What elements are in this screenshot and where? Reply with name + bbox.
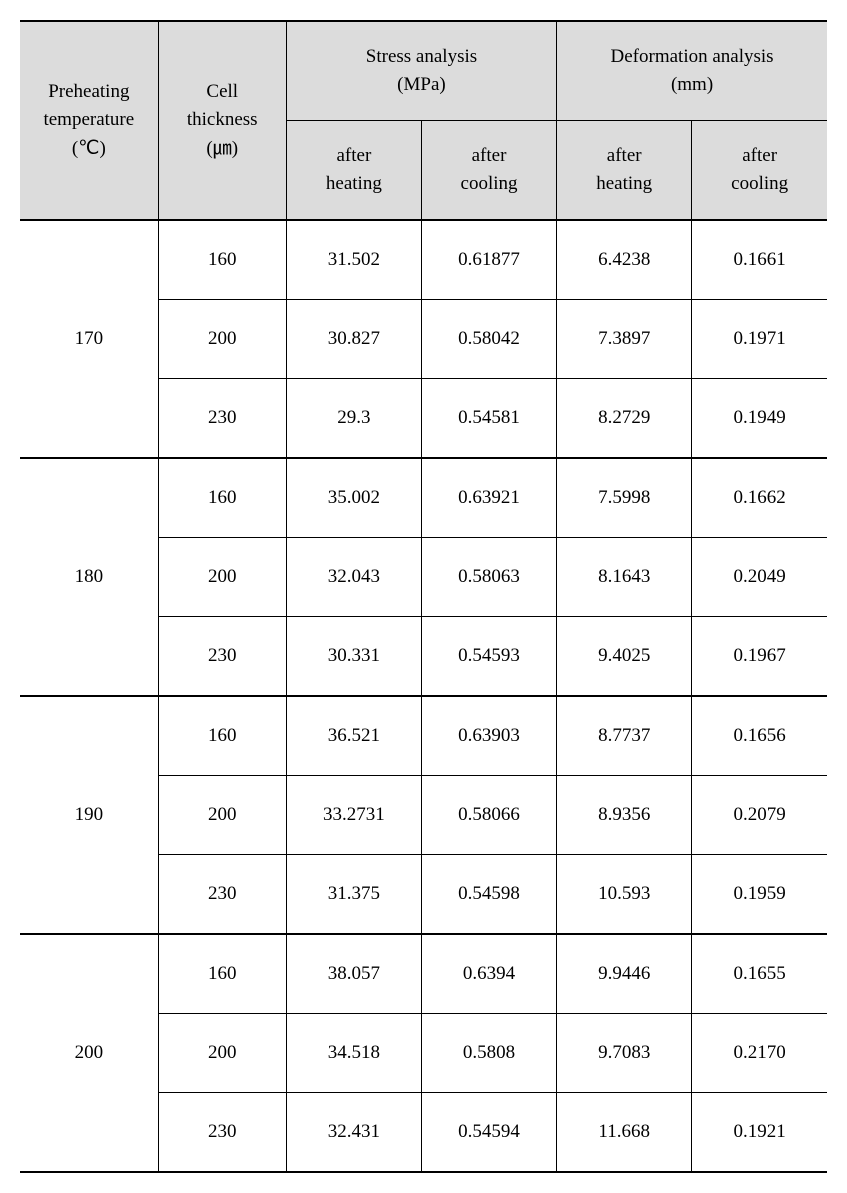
deformation-header: Deformation analysis (mm) [557, 21, 827, 121]
stress-unit: (MPa) [291, 71, 552, 100]
stress-cooling-cell: 0.63921 [421, 458, 556, 538]
deformation-cooling-cell: 0.1661 [692, 220, 827, 300]
stress-cooling-cell: 0.54593 [421, 617, 556, 697]
deformation-cooling-cell: 0.1655 [692, 934, 827, 1014]
stress-cooling-cell: 0.54598 [421, 855, 556, 935]
thickness-unit: (㎛) [163, 135, 282, 164]
stress-cooling-cell: 0.6394 [421, 934, 556, 1014]
deformation-heating-cell: 9.9446 [557, 934, 692, 1014]
stress-heating-cell: 38.057 [286, 934, 421, 1014]
deformation-heating-header: after heating [557, 121, 692, 221]
stress-heating-cell: 35.002 [286, 458, 421, 538]
thickness-cell: 160 [158, 458, 286, 538]
deformation-sub2: after [696, 142, 823, 171]
thickness-cell: 160 [158, 934, 286, 1014]
deformation-cooling-cell: 0.1967 [692, 617, 827, 697]
stress-heating-cell: 32.431 [286, 1093, 421, 1173]
deformation-title: Deformation analysis [561, 43, 823, 72]
stress-heating-cell: 30.331 [286, 617, 421, 697]
stress-sub2b: cooling [426, 170, 552, 199]
deformation-heating-cell: 7.3897 [557, 300, 692, 379]
stress-title: Stress analysis [291, 43, 552, 72]
table-row: 17016031.5020.618776.42380.1661 [20, 220, 827, 300]
stress-cooling-cell: 0.58042 [421, 300, 556, 379]
deformation-heating-cell: 9.7083 [557, 1014, 692, 1093]
deformation-heating-cell: 7.5998 [557, 458, 692, 538]
preheating-label1: Preheating [24, 78, 154, 107]
preheating-cell: 200 [20, 934, 158, 1172]
stress-heating-cell: 29.3 [286, 379, 421, 459]
stress-heating-cell: 36.521 [286, 696, 421, 776]
stress-cooling-cell: 0.58063 [421, 538, 556, 617]
table-body: 17016031.5020.618776.42380.166120030.827… [20, 220, 827, 1172]
thickness-cell: 200 [158, 538, 286, 617]
stress-cooling-cell: 0.54581 [421, 379, 556, 459]
stress-heating-cell: 32.043 [286, 538, 421, 617]
stress-cooling-cell: 0.54594 [421, 1093, 556, 1173]
deformation-cooling-cell: 0.1949 [692, 379, 827, 459]
stress-header: Stress analysis (MPa) [286, 21, 556, 121]
table-row: 19016036.5210.639038.77370.1656 [20, 696, 827, 776]
stress-heating-cell: 31.375 [286, 855, 421, 935]
thickness-label1: Cell [163, 78, 282, 107]
stress-cooling-cell: 0.58066 [421, 776, 556, 855]
deformation-cooling-cell: 0.1921 [692, 1093, 827, 1173]
analysis-table: Preheating temperature (℃) Cell thicknes… [20, 20, 827, 1173]
stress-heating-cell: 30.827 [286, 300, 421, 379]
table-row: 20016038.0570.63949.94460.1655 [20, 934, 827, 1014]
deformation-cooling-cell: 0.1656 [692, 696, 827, 776]
thickness-cell: 230 [158, 617, 286, 697]
deformation-heating-cell: 10.593 [557, 855, 692, 935]
deformation-cooling-cell: 0.1959 [692, 855, 827, 935]
thickness-header: Cell thickness (㎛) [158, 21, 286, 220]
table-row: 18016035.0020.639217.59980.1662 [20, 458, 827, 538]
preheating-header: Preheating temperature (℃) [20, 21, 158, 220]
deformation-heating-cell: 8.1643 [557, 538, 692, 617]
deformation-heating-cell: 8.9356 [557, 776, 692, 855]
deformation-sub1: after [561, 142, 687, 171]
stress-heating-header: after heating [286, 121, 421, 221]
preheating-unit: (℃) [24, 135, 154, 164]
deformation-heating-cell: 8.2729 [557, 379, 692, 459]
deformation-heating-cell: 11.668 [557, 1093, 692, 1173]
deformation-heating-cell: 8.7737 [557, 696, 692, 776]
stress-cooling-header: after cooling [421, 121, 556, 221]
deformation-cooling-cell: 0.2079 [692, 776, 827, 855]
thickness-cell: 200 [158, 776, 286, 855]
thickness-cell: 200 [158, 1014, 286, 1093]
thickness-cell: 230 [158, 379, 286, 459]
deformation-heating-cell: 9.4025 [557, 617, 692, 697]
stress-sub1b: heating [291, 170, 417, 199]
table-header: Preheating temperature (℃) Cell thicknes… [20, 21, 827, 220]
deformation-cooling-cell: 0.1971 [692, 300, 827, 379]
deformation-cooling-cell: 0.2049 [692, 538, 827, 617]
preheating-cell: 190 [20, 696, 158, 934]
thickness-cell: 160 [158, 696, 286, 776]
preheating-label2: temperature [24, 106, 154, 135]
stress-cooling-cell: 0.61877 [421, 220, 556, 300]
deformation-heating-cell: 6.4238 [557, 220, 692, 300]
deformation-cooling-cell: 0.2170 [692, 1014, 827, 1093]
preheating-cell: 180 [20, 458, 158, 696]
stress-cooling-cell: 0.63903 [421, 696, 556, 776]
deformation-cooling-header: after cooling [692, 121, 827, 221]
deformation-cooling-cell: 0.1662 [692, 458, 827, 538]
thickness-cell: 230 [158, 855, 286, 935]
stress-sub2: after [426, 142, 552, 171]
deformation-sub2b: cooling [696, 170, 823, 199]
deformation-sub1b: heating [561, 170, 687, 199]
thickness-cell: 160 [158, 220, 286, 300]
stress-heating-cell: 31.502 [286, 220, 421, 300]
stress-cooling-cell: 0.5808 [421, 1014, 556, 1093]
thickness-cell: 200 [158, 300, 286, 379]
thickness-cell: 230 [158, 1093, 286, 1173]
stress-heating-cell: 33.2731 [286, 776, 421, 855]
deformation-unit: (mm) [561, 71, 823, 100]
stress-sub1: after [291, 142, 417, 171]
stress-heating-cell: 34.518 [286, 1014, 421, 1093]
preheating-cell: 170 [20, 220, 158, 458]
thickness-label2: thickness [163, 106, 282, 135]
